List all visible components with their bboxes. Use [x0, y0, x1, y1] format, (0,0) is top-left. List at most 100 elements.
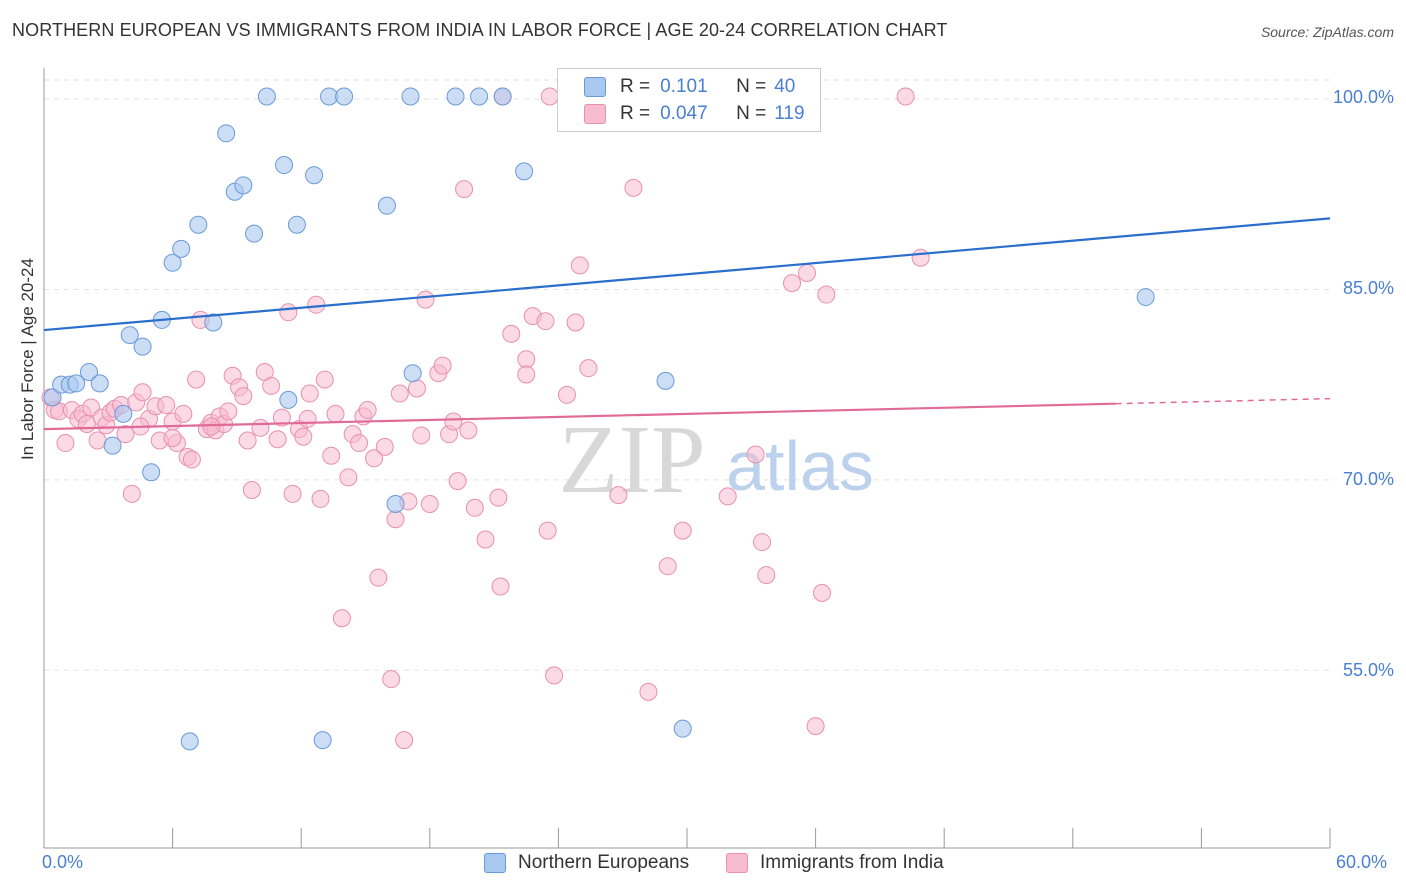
data-point-india	[420, 494, 439, 513]
data-point-northern-europeans	[80, 362, 99, 381]
data-point-india	[412, 426, 431, 445]
legend-label-immigrants-from-india: Immigrants from India	[760, 852, 944, 873]
data-point-india	[369, 568, 388, 587]
data-point-india	[459, 421, 478, 440]
data-point-india	[624, 178, 643, 197]
data-point-northern-europeans	[335, 87, 354, 106]
legend-swatch-blue	[484, 853, 506, 873]
legend-n-label: N =	[736, 76, 767, 97]
data-point-india	[242, 481, 261, 500]
data-point-india	[262, 376, 281, 395]
data-point-india	[416, 290, 435, 309]
data-point-india	[433, 356, 452, 375]
data-point-india	[753, 533, 772, 552]
y-tick-55: 55.0%	[1342, 660, 1394, 680]
data-point-northern-europeans	[673, 719, 692, 738]
y-tick-100: 100.0%	[1332, 87, 1394, 107]
series-legend: Northern Europeans Immigrants from India	[0, 852, 1406, 878]
trend-line-india-extension	[1115, 397, 1331, 405]
data-point-india	[911, 248, 930, 267]
data-point-india	[298, 409, 317, 428]
data-point-india	[182, 450, 201, 469]
data-point-northern-europeans	[172, 239, 191, 258]
data-point-india	[386, 510, 405, 529]
data-point-india	[658, 557, 677, 576]
data-point-india	[806, 717, 825, 736]
data-point-india	[322, 446, 341, 465]
data-point-india	[557, 385, 576, 404]
data-point-india	[251, 418, 270, 437]
data-point-northern-europeans	[446, 87, 465, 106]
data-point-india	[187, 370, 206, 389]
x-tick-max: 60.0%	[1336, 852, 1388, 872]
legend-row-northern-europeans: R = 0.101 N = 40	[558, 73, 795, 101]
data-point-india	[798, 263, 817, 282]
data-point-northern-europeans	[180, 732, 199, 751]
watermark: ZIP atlas	[559, 406, 874, 514]
data-point-northern-europeans	[114, 404, 133, 423]
data-point-india	[234, 387, 253, 406]
chart-source: Source: ZipAtlas.com	[1260, 24, 1394, 40]
data-point-india	[538, 521, 557, 540]
data-point-india	[174, 404, 193, 423]
watermark-atlas: atlas	[726, 427, 874, 505]
data-point-india	[365, 449, 384, 468]
data-point-india	[358, 401, 377, 420]
legend-item-immigrants-from-india: Immigrants from India	[726, 852, 944, 874]
data-point-india	[817, 285, 836, 304]
data-point-india	[375, 437, 394, 456]
data-point-india	[300, 384, 319, 403]
data-point-northern-europeans	[401, 87, 420, 106]
data-point-india	[540, 87, 559, 106]
legend-item-northern-europeans: Northern Europeans	[484, 852, 689, 874]
trend-line-india	[43, 402, 1116, 431]
data-point-india	[536, 312, 555, 331]
legend-n-value: 119	[774, 103, 805, 124]
data-point-india	[570, 256, 589, 275]
data-point-india	[465, 498, 484, 517]
data-point-northern-europeans	[287, 215, 306, 234]
data-point-northern-europeans	[377, 196, 396, 215]
data-point-india	[88, 431, 107, 450]
data-point-northern-europeans	[656, 371, 675, 390]
data-point-india	[272, 408, 291, 427]
data-point-northern-europeans	[275, 156, 294, 175]
data-point-india	[390, 384, 409, 403]
data-point-india	[517, 350, 536, 369]
data-point-northern-europeans	[515, 162, 534, 181]
data-point-india	[673, 521, 692, 540]
data-point-northern-europeans	[90, 374, 109, 393]
data-point-india	[579, 359, 598, 378]
data-point-india	[896, 87, 915, 106]
data-point-india	[395, 731, 414, 750]
y-tick-70: 70.0%	[1342, 469, 1394, 489]
legend-r-label: R =	[620, 103, 651, 124]
data-point-northern-europeans	[217, 124, 236, 143]
data-point-india	[746, 445, 765, 464]
correlation-legend: R = 0.101 N = 40 R = 0.047 N = 119	[557, 68, 821, 132]
y-tick-85: 85.0%	[1342, 278, 1394, 298]
watermark-zip: ZIP	[559, 406, 706, 514]
data-point-india	[315, 370, 334, 389]
data-point-india	[56, 434, 75, 453]
data-point-northern-europeans	[43, 388, 62, 407]
data-point-india	[326, 404, 345, 423]
legend-swatch-pink	[584, 104, 606, 124]
data-point-india	[813, 583, 832, 602]
data-point-northern-europeans	[305, 166, 324, 185]
data-point-northern-europeans	[204, 313, 223, 332]
data-point-northern-europeans	[320, 87, 339, 106]
data-point-india	[238, 431, 257, 450]
legend-n-label: N =	[736, 103, 767, 124]
data-point-india	[268, 430, 287, 449]
data-point-northern-europeans	[189, 215, 208, 234]
legend-n-value: 40	[774, 76, 796, 97]
legend-row-immigrants-from-india: R = 0.047 N = 119	[558, 100, 805, 128]
data-point-india	[448, 472, 467, 491]
data-point-india	[157, 395, 176, 414]
data-point-northern-europeans	[133, 337, 152, 356]
data-point-india	[382, 670, 401, 689]
data-point-northern-europeans	[120, 326, 139, 345]
data-point-india	[122, 484, 141, 503]
